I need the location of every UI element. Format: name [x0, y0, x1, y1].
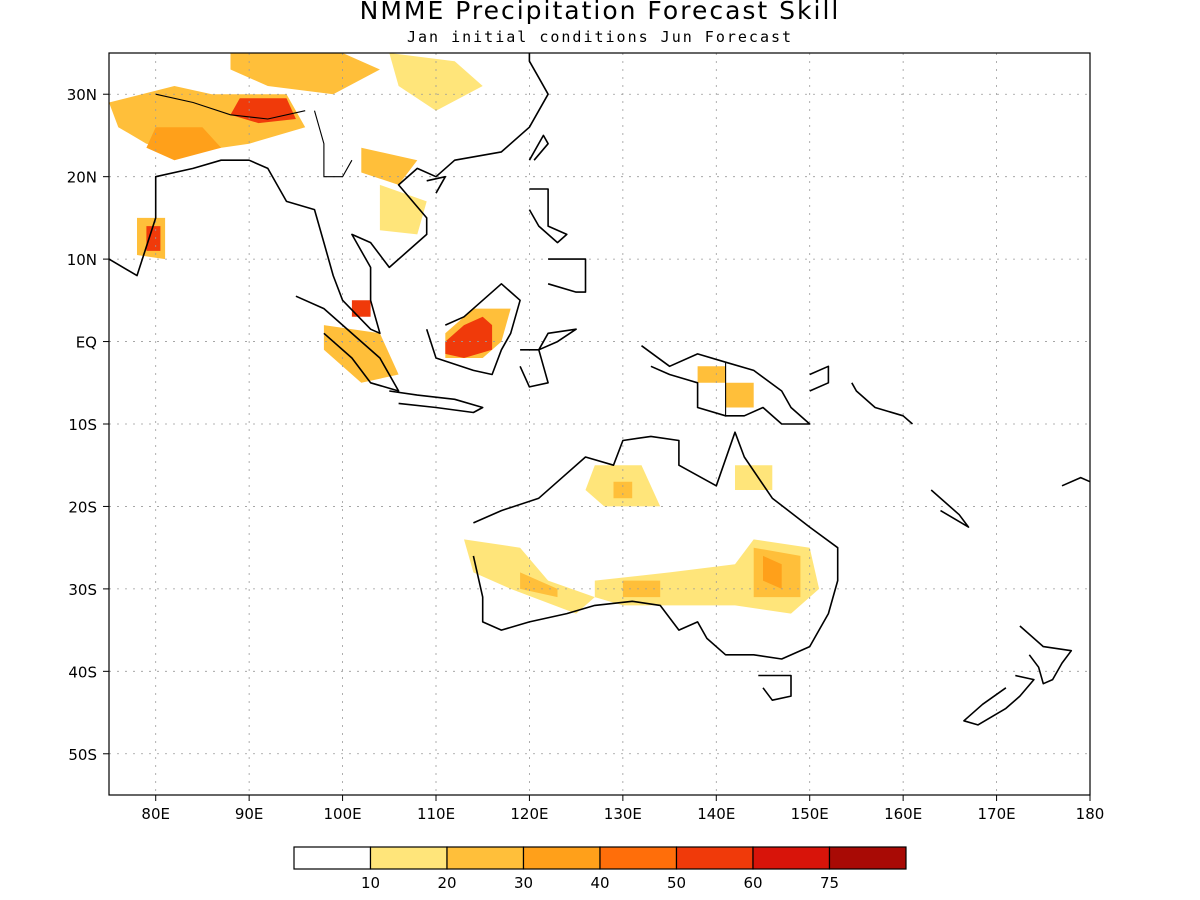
lat-tick-label: 40S — [68, 663, 97, 681]
coastline — [809, 365, 830, 392]
colorbar-label: 40 — [590, 874, 609, 892]
skill-region — [230, 53, 380, 95]
coastline — [295, 295, 400, 392]
coastline — [528, 188, 568, 244]
colorbar-label: 30 — [514, 874, 533, 892]
country-border — [313, 110, 353, 178]
coastline — [851, 382, 914, 425]
axis-ticks: 80E 90E 100E 110E 120E 130E 140E 150E 160E 170E 18… — [67, 86, 1105, 823]
colorbar-label: 60 — [743, 874, 762, 892]
colorbar: 10 20 30 40 50 60 75 — [293, 846, 907, 892]
coastlines — [109, 53, 1090, 726]
lat-tick-label: 50S — [68, 746, 97, 764]
colorbar-swatch — [675, 846, 754, 870]
lat-tick-label: 30S — [68, 581, 97, 599]
coastline — [519, 328, 577, 388]
skill-region — [622, 580, 661, 598]
skill-region — [146, 127, 222, 161]
colorbar-swatch — [446, 846, 525, 870]
lon-tick-label: 150E — [791, 805, 829, 823]
skill-region — [379, 184, 427, 235]
skill-region — [351, 300, 371, 317]
skill-region — [735, 465, 773, 490]
coastline — [389, 390, 484, 414]
skill-region — [613, 481, 633, 499]
country-borders — [155, 93, 727, 417]
coastline — [425, 282, 521, 376]
grid-lines — [109, 53, 1090, 795]
coastline — [758, 674, 792, 702]
lon-tick-label: 90E — [235, 805, 264, 823]
colorbar-label: 75 — [820, 874, 839, 892]
lon-tick-label: 160E — [884, 805, 922, 823]
skill-shading — [109, 53, 820, 614]
lon-tick-label: 140E — [697, 805, 735, 823]
lon-tick-label: 120E — [510, 805, 548, 823]
lat-tick-label: EQ — [76, 334, 97, 352]
lon-tick-label: 130E — [604, 805, 642, 823]
coastline — [1019, 625, 1073, 685]
colorbar-swatch — [293, 846, 372, 870]
country-border — [155, 93, 306, 120]
lat-tick-label: 30N — [67, 86, 97, 104]
colorbar-label: 20 — [437, 874, 456, 892]
coastline — [528, 134, 549, 161]
lat-tick-label: 20N — [67, 169, 97, 187]
lat-tick-label: 10N — [67, 251, 97, 269]
lat-tick-label: 20S — [68, 498, 97, 516]
skill-region — [763, 555, 782, 589]
coastline — [547, 258, 587, 293]
map-subtitle: Jan initial conditions Jun Forecast — [406, 28, 794, 46]
skill-region — [323, 325, 399, 383]
coastline — [963, 674, 1035, 726]
colorbar-label: 50 — [667, 874, 686, 892]
coastline — [1061, 476, 1090, 487]
lon-tick-label: 110E — [417, 805, 455, 823]
coastline — [109, 53, 549, 335]
skill-region — [146, 226, 161, 251]
lon-tick-label: 170E — [978, 805, 1016, 823]
coastline — [472, 431, 839, 660]
colorbar-label: 10 — [361, 874, 380, 892]
colorbar-swatch — [522, 846, 601, 870]
coastline — [426, 175, 447, 194]
colorbar-swatch — [828, 846, 907, 870]
skill-region — [361, 147, 418, 185]
skill-region — [445, 316, 493, 358]
lon-tick-label: 100E — [324, 805, 362, 823]
colorbar-swatch — [369, 846, 448, 870]
lon-tick-label: 80E — [141, 805, 170, 823]
lon-tick-label: 180 — [1076, 805, 1105, 823]
skill-region — [464, 539, 595, 614]
skill-region — [389, 53, 483, 111]
coastline — [641, 345, 811, 425]
skill-region — [725, 382, 754, 408]
skill-region — [697, 366, 726, 383]
lat-tick-label: 10S — [68, 416, 97, 434]
map-title: NMME Precipitation Forecast Skill — [359, 0, 841, 25]
colorbar-swatch — [599, 846, 678, 870]
coastline — [930, 489, 970, 528]
colorbar-swatch — [752, 846, 831, 870]
